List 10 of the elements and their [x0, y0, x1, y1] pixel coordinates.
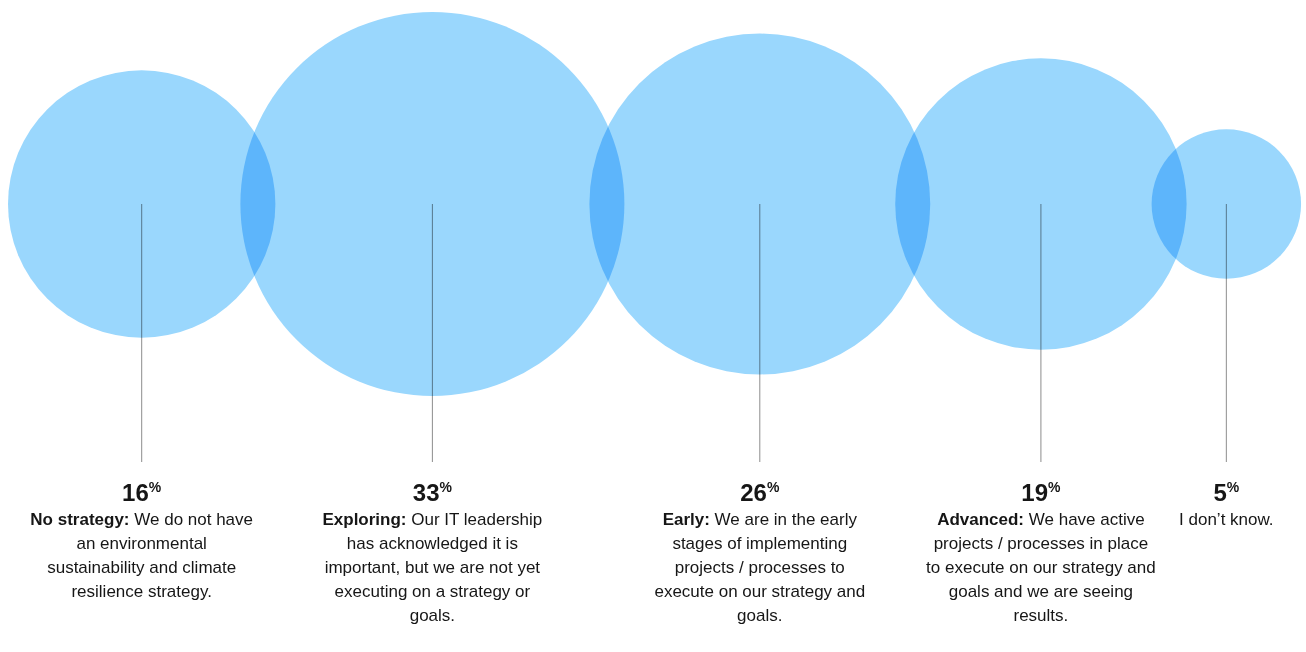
category-label: Exploring: Our IT leadership has acknowledged it is important, but we are not yet executing on a strategy or goals.	[321, 509, 544, 627]
data-label: 19$^{%}$	[1020, 478, 1062, 508]
category-label: Early: We are in the early stages of implementing projects / processes to execute on our strategy and goals.	[653, 509, 867, 627]
data-label: 33$^{%}$	[411, 478, 453, 508]
data-label: 26$^{%}$	[739, 478, 781, 508]
data-label: 5$^{%}$	[1212, 478, 1241, 508]
category-label: No strategy: We do not have an environmental sustainability and climate resilience strategy.	[29, 509, 255, 603]
data-label: 16$^{%}$	[121, 478, 163, 508]
category-label: I don’t know.	[1178, 509, 1275, 531]
category-label: Advanced: We have active projects / processes in place to execute on our strategy and goals and we are seeing results.	[925, 509, 1157, 627]
